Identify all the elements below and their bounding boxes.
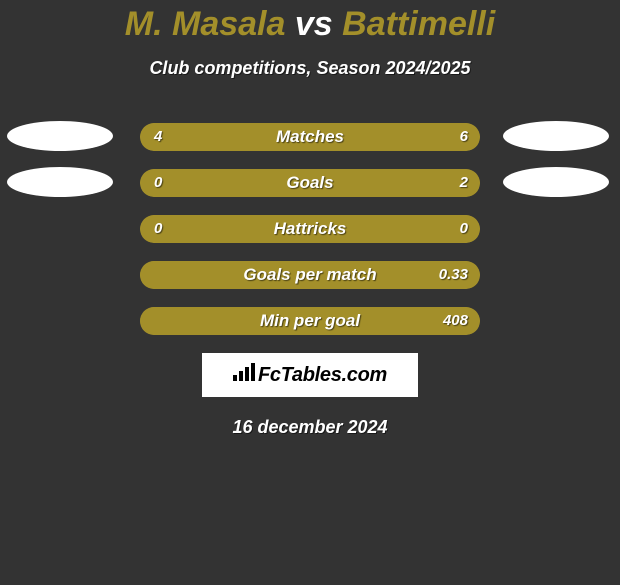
player1-name: M. Masala [125,5,286,43]
stat-row: Matches4 6 [0,123,620,151]
stat-label: Matches [140,123,480,151]
stats-container: Matches46Goals02Hattricks00Goals per mat… [0,123,620,335]
stat-label: Goals per match [140,261,480,289]
stat-bar: Hattricks0 0 [140,215,480,243]
stat-label: Hattricks [140,215,480,243]
chart-bars-icon [233,363,255,387]
stat-value-left: 0 [154,169,162,197]
stat-row: Hattricks0 0 [0,215,620,243]
stat-value-left: 0 [154,215,162,243]
stat-value-right: 2 [460,169,468,197]
page-title: M. Masala vs Battimelli [0,5,620,44]
fctables-text: FcTables.com [258,364,387,387]
vs-text: vs [295,5,333,43]
date-text: 16 december 2024 [0,417,620,438]
subtitle: Club competitions, Season 2024/2025 [0,58,620,79]
player2-badge-ellipse [503,167,609,197]
stat-value-right: 6 [460,123,468,151]
player2-badge-ellipse [503,121,609,151]
stat-value-right: 0.33 [439,261,468,289]
stat-bar: Min per goal408 [140,307,480,335]
player2-name: Battimelli [342,5,495,43]
player1-badge-ellipse [7,121,113,151]
stat-bar: Matches4 6 [140,123,480,151]
fctables-logo[interactable]: FcTables.com [202,353,418,397]
stat-label: Goals [140,169,480,197]
player1-badge-ellipse [7,167,113,197]
stat-bar: Goals per match0.33 [140,261,480,289]
stat-value-left: 4 [154,123,162,151]
stat-row: Goals0 2 [0,169,620,197]
stat-row: Goals per match0.33 [0,261,620,289]
stat-row: Min per goal408 [0,307,620,335]
stat-value-right: 408 [443,307,468,335]
stat-value-right: 0 [460,215,468,243]
stat-label: Min per goal [140,307,480,335]
stat-bar: Goals0 2 [140,169,480,197]
